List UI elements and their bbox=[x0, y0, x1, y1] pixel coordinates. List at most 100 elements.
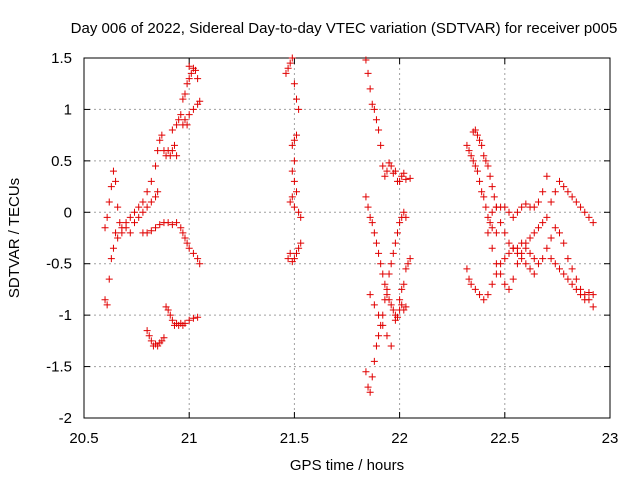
x-tick-label: 21 bbox=[181, 430, 198, 447]
data-point bbox=[187, 69, 195, 77]
data-point bbox=[402, 303, 410, 311]
data-point bbox=[398, 285, 406, 293]
data-point bbox=[364, 203, 372, 211]
data-point bbox=[290, 177, 298, 185]
data-point bbox=[467, 280, 475, 288]
data-point bbox=[387, 162, 395, 170]
data-point bbox=[577, 291, 585, 299]
data-point bbox=[463, 265, 471, 273]
data-point bbox=[173, 121, 181, 129]
data-point bbox=[505, 208, 513, 216]
x-tick-label: 20.5 bbox=[69, 430, 98, 447]
data-point bbox=[139, 198, 147, 206]
data-point bbox=[551, 224, 559, 232]
data-point bbox=[488, 183, 496, 191]
data-point bbox=[556, 229, 564, 237]
data-point bbox=[109, 167, 117, 175]
data-point bbox=[556, 177, 564, 185]
data-point bbox=[297, 213, 305, 221]
data-point bbox=[509, 275, 517, 283]
data-point bbox=[568, 193, 576, 201]
data-point bbox=[103, 213, 111, 221]
data-point bbox=[362, 368, 370, 376]
data-point bbox=[377, 141, 385, 149]
data-point bbox=[286, 198, 294, 206]
data-point bbox=[383, 285, 391, 293]
data-point bbox=[551, 188, 559, 196]
data-point bbox=[185, 316, 193, 324]
data-point bbox=[572, 275, 580, 283]
x-axis-label: GPS time / hours bbox=[290, 457, 404, 474]
data-point bbox=[154, 188, 162, 196]
data-point bbox=[381, 296, 389, 304]
data-point bbox=[192, 66, 200, 74]
data-point bbox=[497, 270, 505, 278]
data-point bbox=[505, 249, 513, 257]
data-point bbox=[471, 285, 479, 293]
data-point bbox=[170, 141, 178, 149]
data-point bbox=[288, 193, 296, 201]
data-point bbox=[473, 131, 481, 139]
data-point bbox=[139, 208, 147, 216]
data-point bbox=[370, 301, 378, 309]
data-point bbox=[463, 141, 471, 149]
data-point bbox=[284, 64, 292, 72]
x-tick-label: 21.5 bbox=[280, 430, 309, 447]
data-point bbox=[564, 188, 572, 196]
data-point bbox=[177, 111, 185, 119]
y-tick-label: 0 bbox=[64, 204, 72, 221]
data-point bbox=[406, 255, 414, 263]
data-point bbox=[589, 219, 597, 227]
data-point bbox=[534, 260, 542, 268]
data-point bbox=[505, 285, 513, 293]
data-point bbox=[471, 126, 479, 134]
data-point bbox=[372, 116, 380, 124]
data-point bbox=[147, 337, 155, 345]
data-point bbox=[551, 260, 559, 268]
data-point bbox=[366, 291, 374, 299]
data-point bbox=[539, 219, 547, 227]
data-point bbox=[501, 255, 509, 263]
data-point bbox=[189, 105, 197, 113]
data-point bbox=[488, 208, 496, 216]
data-point bbox=[154, 147, 162, 155]
data-point bbox=[295, 105, 303, 113]
data-point bbox=[288, 54, 296, 62]
data-point bbox=[152, 224, 160, 232]
data-point bbox=[290, 136, 298, 144]
data-point bbox=[166, 311, 174, 319]
data-point bbox=[185, 111, 193, 119]
data-point bbox=[396, 177, 404, 185]
data-point bbox=[368, 219, 376, 227]
data-point bbox=[183, 121, 191, 129]
data-point bbox=[364, 69, 372, 77]
data-point bbox=[547, 234, 555, 242]
x-tick-label: 23 bbox=[602, 430, 619, 447]
y-tick-label: -2 bbox=[59, 410, 72, 427]
data-point bbox=[490, 193, 498, 201]
data-point bbox=[585, 289, 593, 297]
data-point bbox=[112, 177, 120, 185]
data-point bbox=[181, 234, 189, 242]
data-point bbox=[526, 249, 534, 257]
data-point bbox=[572, 285, 580, 293]
data-point bbox=[522, 244, 530, 252]
data-point bbox=[366, 388, 374, 396]
data-point bbox=[179, 95, 187, 103]
data-point bbox=[539, 188, 547, 196]
data-point bbox=[175, 116, 183, 124]
data-point bbox=[168, 147, 176, 155]
data-point bbox=[166, 152, 174, 160]
data-point bbox=[185, 62, 193, 70]
data-point bbox=[375, 249, 383, 257]
data-point bbox=[484, 162, 492, 170]
data-point bbox=[286, 59, 294, 67]
data-point bbox=[366, 85, 374, 93]
x-axis-ticks: 20.5 21 21.5 22 22.5 23 bbox=[69, 58, 618, 447]
data-point bbox=[568, 265, 576, 273]
data-point bbox=[181, 116, 189, 124]
data-point bbox=[402, 175, 410, 183]
data-point bbox=[406, 174, 414, 182]
data-point bbox=[105, 275, 113, 283]
data-point bbox=[381, 172, 389, 180]
